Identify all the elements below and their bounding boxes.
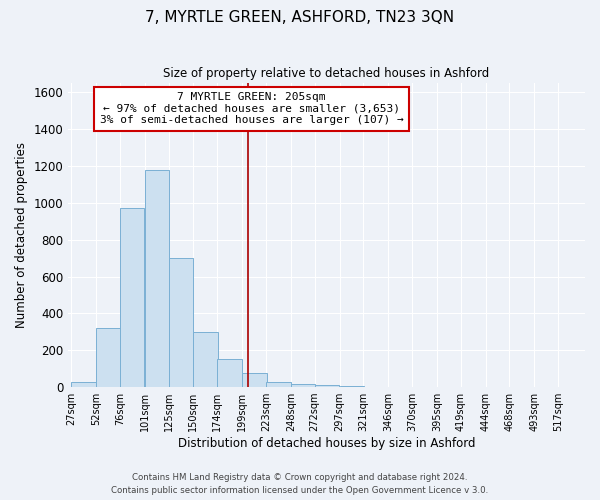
Text: 7, MYRTLE GREEN, ASHFORD, TN23 3QN: 7, MYRTLE GREEN, ASHFORD, TN23 3QN (145, 10, 455, 25)
Bar (364, 386, 388, 387)
X-axis label: Distribution of detached houses by size in Ashford: Distribution of detached houses by size … (178, 437, 475, 450)
Bar (291, 384, 316, 387)
Bar (266, 382, 290, 387)
Bar (145, 170, 169, 387)
Bar (169, 258, 193, 387)
Bar (96, 328, 121, 387)
Bar (242, 374, 266, 387)
Text: 7 MYRTLE GREEN: 205sqm
← 97% of detached houses are smaller (3,653)
3% of semi-d: 7 MYRTLE GREEN: 205sqm ← 97% of detached… (100, 92, 404, 126)
Title: Size of property relative to detached houses in Ashford: Size of property relative to detached ho… (163, 68, 490, 80)
Bar (314, 385, 339, 387)
Y-axis label: Number of detached properties: Number of detached properties (15, 142, 28, 328)
Bar (217, 360, 242, 387)
Text: Contains HM Land Registry data © Crown copyright and database right 2024.
Contai: Contains HM Land Registry data © Crown c… (112, 474, 488, 495)
Bar (340, 386, 364, 387)
Bar (193, 332, 218, 387)
Bar (120, 208, 145, 387)
Bar (71, 382, 95, 387)
